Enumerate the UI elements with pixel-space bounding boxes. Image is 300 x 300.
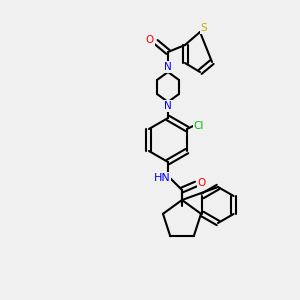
Text: Cl: Cl	[194, 121, 204, 131]
Text: N: N	[164, 101, 172, 111]
Text: O: O	[146, 35, 154, 45]
Text: O: O	[198, 178, 206, 188]
Text: N: N	[164, 62, 172, 72]
Text: S: S	[201, 23, 207, 33]
Text: HN: HN	[154, 173, 170, 183]
